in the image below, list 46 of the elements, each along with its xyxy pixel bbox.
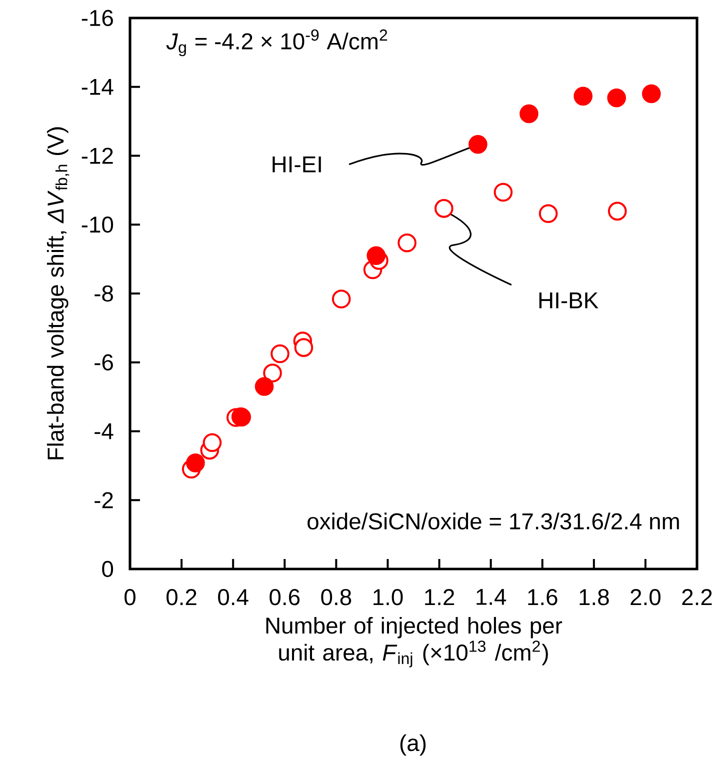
point [608, 202, 627, 221]
point [607, 88, 626, 108]
point [520, 104, 538, 124]
x-tick-label: 0.8 [321, 589, 352, 606]
x-tick-label: 1.0 [374, 589, 403, 606]
y-tick-label: -14 [82, 79, 114, 95]
y-tick-label: 0 [102, 560, 114, 578]
point [468, 134, 488, 154]
x-tick-label: 0 [124, 589, 136, 606]
text: HI-BK [539, 292, 598, 308]
x-tick-label: 2.0 [630, 589, 660, 606]
y-tick-label: -12 [82, 148, 113, 164]
x-tick-label: 0.2 [166, 589, 196, 606]
point [434, 199, 454, 218]
x-tick-label: 1.2 [425, 589, 454, 606]
point [398, 233, 416, 252]
x-tick-label: 1.6 [528, 589, 558, 606]
annotation: J$_{g}$ = -4.2 × 10$^{-9}$ A/cm$^{2}$ [166, 29, 388, 56]
point [254, 377, 274, 396]
point [538, 204, 558, 224]
point [494, 182, 513, 202]
x-tick-label: 1.8 [580, 589, 609, 606]
point [574, 86, 592, 106]
y-tick-label: -8 [94, 285, 113, 302]
text: Number of injected holes per unit area, F$_{inj}$ (×10$^{13}$ /cm$^{2}$) [266, 616, 562, 668]
annotation: oxide/SiCN/oxide = 17.3/31.6/2.4 nm [308, 512, 679, 530]
point [332, 290, 351, 308]
x-tick-label: 2.2 [682, 589, 712, 606]
y-tick-label: -16 [82, 10, 113, 26]
point [202, 433, 222, 452]
point [270, 344, 290, 364]
point [294, 338, 314, 357]
x-tick-label: 0.4 [218, 589, 248, 606]
y-tick-label: -4 [94, 423, 114, 440]
point [186, 454, 205, 472]
text: HI-EI [272, 156, 321, 172]
point [263, 364, 282, 382]
point [366, 246, 386, 266]
text: (a) [400, 734, 426, 756]
y-tick-label: -6 [94, 354, 113, 370]
x-tick-label: 1.4 [476, 589, 506, 605]
y-tick-label: -2 [94, 492, 113, 508]
y-tick-label: -10 [82, 216, 114, 233]
x-tick-label: 0.6 [270, 589, 300, 606]
point [642, 84, 661, 104]
y-axis-title: Flat-band voltage shift, ΔV$_{fb,h}$ (V) [46, 127, 70, 460]
